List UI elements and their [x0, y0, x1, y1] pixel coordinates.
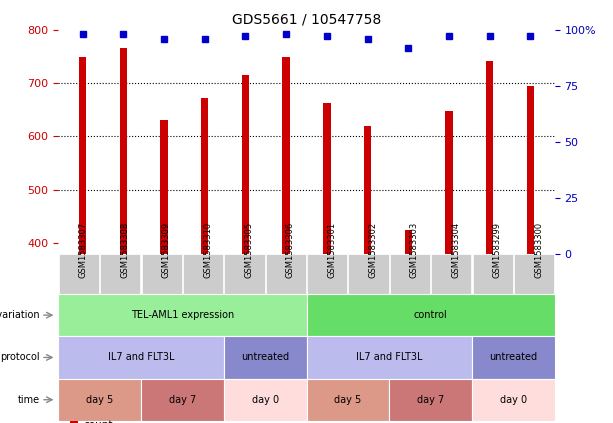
Text: GSM1583309: GSM1583309 — [162, 222, 170, 278]
Bar — [323, 103, 330, 254]
Text: GSM1583310: GSM1583310 — [203, 222, 212, 278]
Text: IL7 and FLT3L: IL7 and FLT3L — [356, 352, 422, 363]
Text: GSM1583307: GSM1583307 — [79, 222, 88, 278]
Bar — [79, 58, 86, 254]
Text: GSM1583304: GSM1583304 — [451, 222, 460, 278]
Text: GSM1583301: GSM1583301 — [327, 222, 336, 278]
Bar — [242, 75, 249, 254]
Text: GSM1583302: GSM1583302 — [368, 222, 378, 278]
Text: GSM1583308: GSM1583308 — [120, 222, 129, 278]
Text: day 5: day 5 — [86, 395, 113, 405]
Text: day 5: day 5 — [334, 395, 362, 405]
Text: GSM1583305: GSM1583305 — [245, 222, 253, 278]
Bar — [283, 58, 290, 254]
Text: day 0: day 0 — [500, 395, 527, 405]
Text: genotype/variation: genotype/variation — [0, 310, 40, 320]
Text: GSM1583299: GSM1583299 — [493, 222, 501, 278]
Text: GSM1583303: GSM1583303 — [410, 222, 419, 278]
Bar — [120, 48, 127, 254]
Text: day 0: day 0 — [251, 395, 279, 405]
Bar — [201, 98, 208, 254]
Text: GDS5661 / 10547758: GDS5661 / 10547758 — [232, 13, 381, 27]
Text: time: time — [18, 395, 40, 405]
Bar — [527, 85, 534, 254]
Bar — [364, 126, 371, 254]
Text: day 7: day 7 — [417, 395, 444, 405]
Text: day 7: day 7 — [169, 395, 196, 405]
Text: untreated: untreated — [489, 352, 538, 363]
Text: GSM1583300: GSM1583300 — [534, 222, 543, 278]
Text: control: control — [414, 310, 447, 320]
Text: IL7 and FLT3L: IL7 and FLT3L — [108, 352, 174, 363]
Text: protocol: protocol — [0, 352, 40, 363]
Bar — [161, 121, 168, 254]
Bar — [445, 111, 452, 254]
Text: untreated: untreated — [241, 352, 289, 363]
Bar — [405, 230, 412, 254]
Text: TEL-AML1 expression: TEL-AML1 expression — [131, 310, 234, 320]
Bar — [486, 61, 493, 254]
Text: GSM1583306: GSM1583306 — [286, 222, 295, 278]
Text: count: count — [83, 420, 113, 423]
